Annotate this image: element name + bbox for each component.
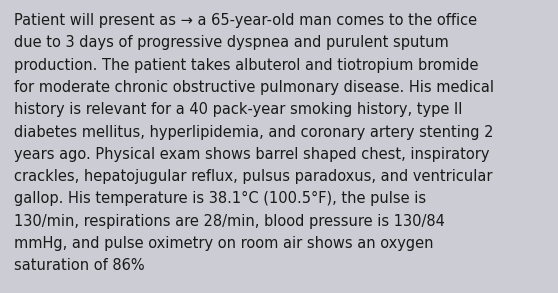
Text: for moderate chronic obstructive pulmonary disease. His medical: for moderate chronic obstructive pulmona… (14, 80, 494, 95)
Text: crackles, hepatojugular reflux, pulsus paradoxus, and ventricular: crackles, hepatojugular reflux, pulsus p… (14, 169, 493, 184)
Text: mmHg, and pulse oximetry on room air shows an oxygen: mmHg, and pulse oximetry on room air sho… (14, 236, 434, 251)
Text: diabetes mellitus, hyperlipidemia, and coronary artery stenting 2: diabetes mellitus, hyperlipidemia, and c… (14, 125, 493, 139)
Text: 130/min, respirations are 28/min, blood pressure is 130/84: 130/min, respirations are 28/min, blood … (14, 214, 445, 229)
Text: Patient will present as → a 65-year-old man comes to the office: Patient will present as → a 65-year-old … (14, 13, 477, 28)
Text: years ago. Physical exam shows barrel shaped chest, inspiratory: years ago. Physical exam shows barrel sh… (14, 147, 489, 162)
Text: history is relevant for a 40 pack-year smoking history, type II: history is relevant for a 40 pack-year s… (14, 102, 463, 117)
Text: due to 3 days of progressive dyspnea and purulent sputum: due to 3 days of progressive dyspnea and… (14, 35, 449, 50)
Text: saturation of 86%: saturation of 86% (14, 258, 145, 273)
Text: production. The patient takes albuterol and tiotropium bromide: production. The patient takes albuterol … (14, 58, 478, 73)
Text: gallop. His temperature is 38.1°C (100.5°F), the pulse is: gallop. His temperature is 38.1°C (100.5… (14, 191, 426, 206)
